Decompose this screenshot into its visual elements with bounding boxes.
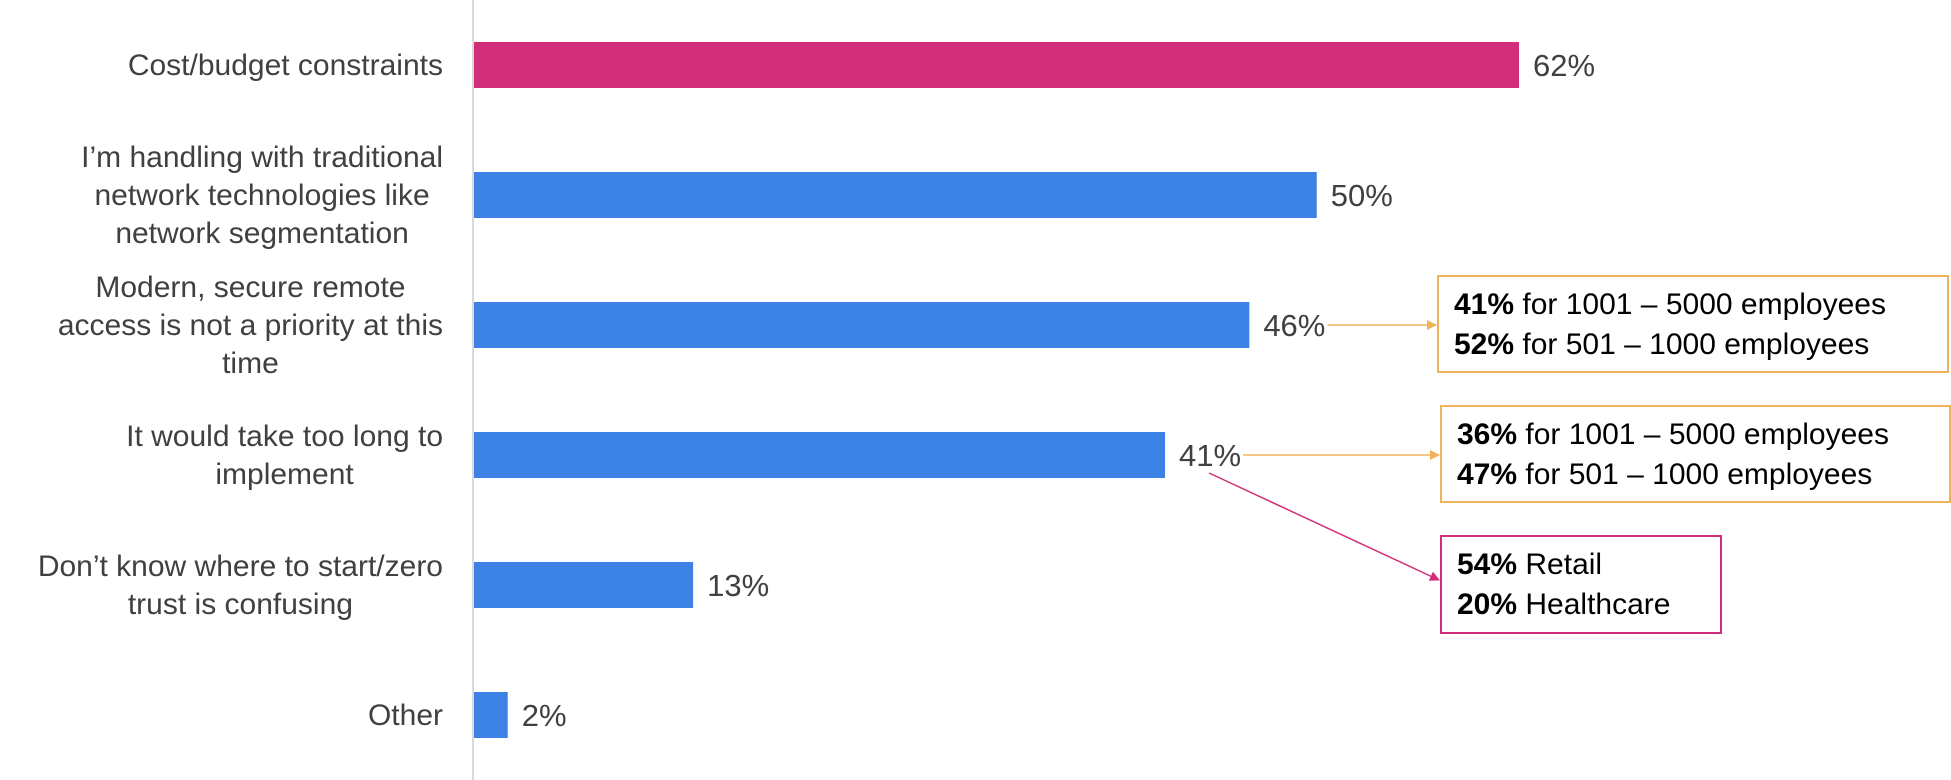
bar-4 bbox=[474, 432, 1166, 478]
annotation-box-3: 54% Retail 20% Healthcare bbox=[1440, 535, 1722, 634]
category-label-line: Cost/budget constraints bbox=[128, 49, 443, 82]
category-label-line: access is not a priority at this bbox=[58, 309, 443, 342]
category-label-4: It would take too long to implement bbox=[126, 420, 443, 491]
category-label-line: time bbox=[222, 347, 279, 380]
annotation-text: for 1001 – 5000 employees bbox=[1514, 288, 1886, 321]
annotation-value: 47% bbox=[1457, 458, 1518, 491]
annotation-line: 54% Retail bbox=[1457, 545, 1705, 585]
value-label-4: 41% bbox=[1179, 438, 1241, 473]
annotation-box-1: 41% for 1001 – 5000 employees 52% for 501… bbox=[1437, 275, 1949, 373]
annotation-text: Healthcare bbox=[1517, 588, 1671, 621]
value-label-1: 62% bbox=[1533, 48, 1595, 83]
category-label-line: Don’t know where to start/zero bbox=[38, 550, 443, 583]
annotation-text: for 1001 – 5000 employees bbox=[1517, 418, 1889, 451]
bar-6 bbox=[474, 692, 508, 738]
category-label-6: Other bbox=[368, 699, 443, 732]
annotation-text: for 501 – 1000 employees bbox=[1517, 458, 1873, 491]
category-label-line: I’m handling with traditional bbox=[81, 141, 443, 174]
category-label-line: Modern, secure remote bbox=[95, 271, 405, 304]
category-label-2: I’m handling with traditional network tec… bbox=[81, 141, 443, 250]
category-label-5: Don’t know where to start/zero trust is c… bbox=[38, 550, 443, 621]
value-label-5: 13% bbox=[707, 568, 769, 603]
bar-3 bbox=[474, 302, 1250, 348]
bar-2 bbox=[474, 172, 1317, 218]
category-label-line: It would take too long to bbox=[126, 420, 443, 453]
value-label-2: 50% bbox=[1331, 178, 1393, 213]
category-label-3: Modern, secure remote access is not a pri… bbox=[58, 271, 443, 380]
annotation-text: for 501 – 1000 employees bbox=[1514, 328, 1870, 361]
annotation-value: 52% bbox=[1454, 328, 1515, 361]
category-label-line: trust is confusing bbox=[128, 588, 353, 621]
bar-1 bbox=[474, 42, 1519, 88]
annotation-line: 52% for 501 – 1000 employees bbox=[1454, 325, 1932, 365]
category-label-line: Other bbox=[368, 699, 443, 732]
annotation-line: 41% for 1001 – 5000 employees bbox=[1454, 285, 1932, 325]
annotation-line: 36% for 1001 – 5000 employees bbox=[1457, 415, 1934, 455]
value-label-3: 46% bbox=[1263, 308, 1325, 343]
annotation-box-2: 36% for 1001 – 5000 employees 47% for 501… bbox=[1440, 405, 1951, 503]
annotation-arrow-3 bbox=[1208, 472, 1440, 581]
bar-5 bbox=[474, 562, 694, 608]
category-label-line: network technologies like bbox=[94, 179, 429, 212]
annotation-line: 20% Healthcare bbox=[1457, 585, 1705, 625]
annotation-text: Retail bbox=[1517, 548, 1603, 581]
annotation-line: 47% for 501 – 1000 employees bbox=[1457, 455, 1934, 495]
annotation-value: 54% bbox=[1457, 548, 1518, 581]
category-label-line: implement bbox=[215, 458, 354, 491]
annotation-value: 41% bbox=[1454, 288, 1515, 321]
annotation-value: 20% bbox=[1457, 588, 1518, 621]
value-label-6: 2% bbox=[522, 698, 567, 733]
category-label-line: network segmentation bbox=[115, 217, 409, 250]
category-label-1: Cost/budget constraints bbox=[128, 49, 443, 82]
annotation-value: 36% bbox=[1457, 418, 1518, 451]
